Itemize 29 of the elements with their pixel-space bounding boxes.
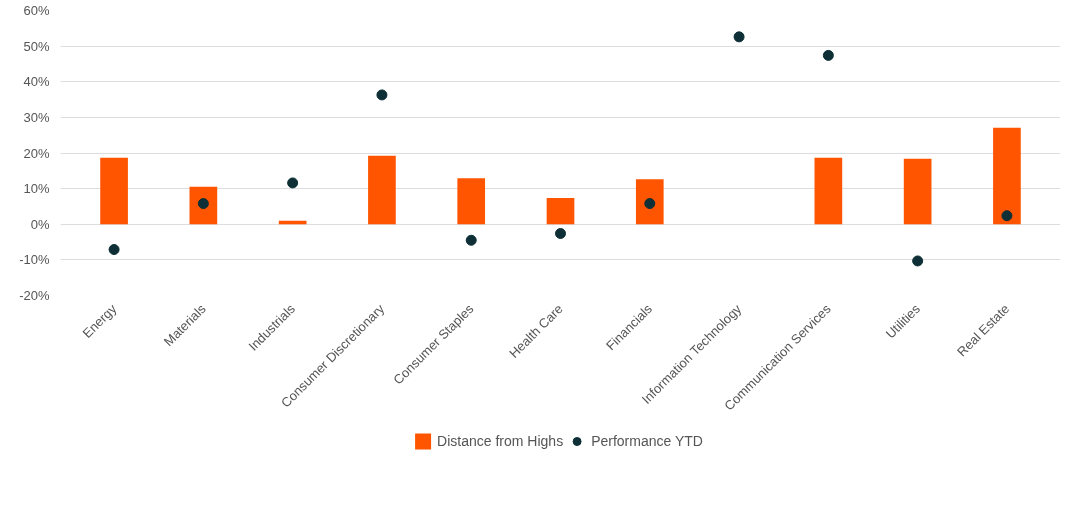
- y-tick-label: 40%: [23, 74, 50, 90]
- point: [376, 89, 388, 101]
- bar: [368, 155, 396, 225]
- legend-label: Distance from Highs: [437, 433, 564, 449]
- legend-label: Performance YTD: [591, 433, 703, 449]
- y-tick-label: -20%: [19, 288, 50, 303]
- point: [465, 234, 477, 246]
- bar: [546, 197, 575, 225]
- point: [287, 177, 299, 189]
- y-tick-label: 0%: [30, 216, 50, 232]
- point: [912, 255, 924, 267]
- point: [822, 49, 834, 61]
- bar: [903, 158, 932, 225]
- y-tick-label: 10%: [23, 181, 50, 197]
- y-tick-label: 60%: [23, 3, 50, 18]
- bar: [635, 179, 664, 225]
- y-tick-label: 50%: [23, 38, 50, 54]
- point: [555, 228, 566, 239]
- point: [1001, 210, 1013, 222]
- bar: [993, 127, 1021, 225]
- bar: [814, 157, 843, 225]
- bar: [189, 186, 218, 225]
- point: [733, 31, 745, 43]
- bar: [100, 157, 128, 225]
- y-tick-label: 30%: [23, 109, 50, 125]
- point: [108, 244, 120, 256]
- bar: [457, 178, 486, 225]
- y-tick-label: -10%: [19, 252, 50, 268]
- y-tick-label: 20%: [23, 145, 50, 161]
